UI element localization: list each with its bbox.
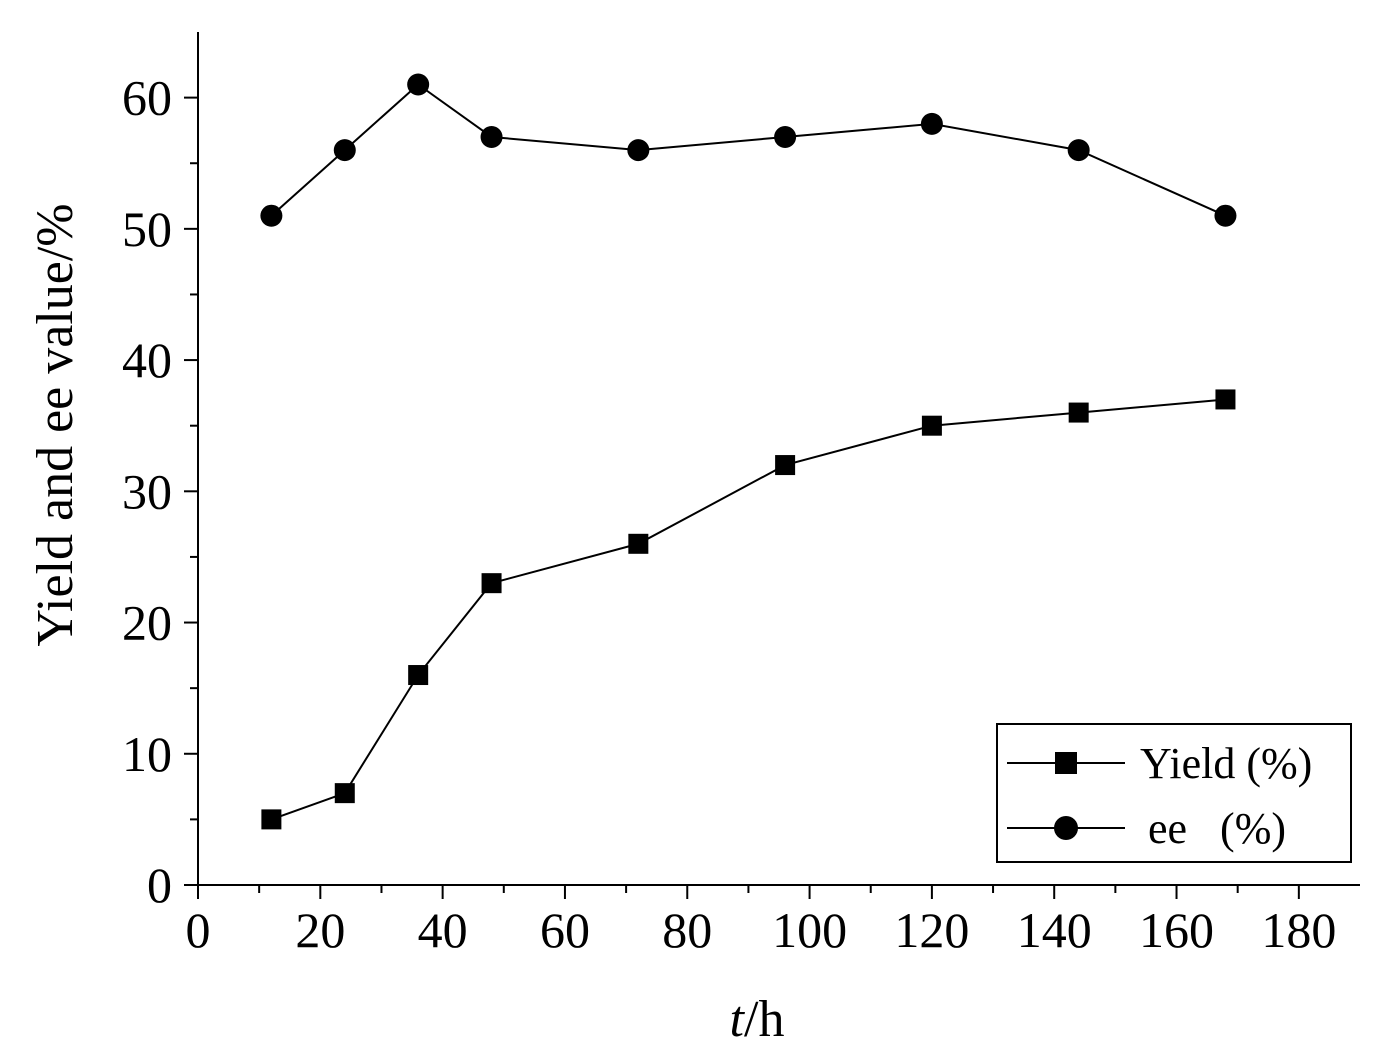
x-ticks: 0 20 40 60 80 100 120 140 160 180 bbox=[186, 885, 1336, 958]
data-point-yield bbox=[261, 809, 282, 830]
axes bbox=[197, 32, 1360, 886]
x-tick-label: 120 bbox=[894, 902, 969, 958]
data-point-ee bbox=[1214, 204, 1237, 227]
data-point-yield bbox=[775, 455, 796, 476]
y-tick-label: 10 bbox=[122, 726, 172, 782]
y-tick-label: 20 bbox=[122, 595, 172, 651]
x-axis-title: t/h bbox=[730, 991, 785, 1048]
y-tick-label: 40 bbox=[122, 332, 172, 388]
data-point-yield bbox=[628, 533, 649, 554]
x-tick-label: 180 bbox=[1261, 902, 1336, 958]
data-point-ee bbox=[480, 125, 503, 148]
y-tick-label: 0 bbox=[147, 857, 172, 913]
data-point-ee bbox=[1067, 139, 1090, 162]
data-point-ee bbox=[333, 139, 356, 162]
legend-label-yield: Yield (%) bbox=[1140, 739, 1312, 788]
data-point-yield bbox=[481, 573, 502, 594]
legend-marker-ee bbox=[1054, 816, 1078, 840]
x-tick-label: 40 bbox=[418, 902, 468, 958]
data-point-yield bbox=[921, 415, 942, 436]
data-point-ee bbox=[627, 139, 650, 162]
y-tick-label: 50 bbox=[122, 201, 172, 257]
data-point-ee bbox=[774, 125, 797, 148]
x-tick-label: 60 bbox=[540, 902, 590, 958]
data-point-ee bbox=[260, 204, 283, 227]
y-axis-title: Yield and ee value/% bbox=[27, 203, 84, 646]
legend-box bbox=[996, 723, 1352, 863]
y-tick-label: 30 bbox=[122, 463, 172, 519]
x-tick-label: 140 bbox=[1017, 902, 1092, 958]
plot-area bbox=[260, 73, 1237, 830]
legend-label-ee: ee (%) bbox=[1148, 804, 1286, 853]
x-tick-label: 20 bbox=[295, 902, 345, 958]
data-point-yield bbox=[408, 665, 429, 686]
legend: Yield (%) ee (%) bbox=[996, 723, 1352, 863]
data-point-yield bbox=[1215, 389, 1236, 410]
data-point-ee bbox=[407, 73, 430, 96]
data-point-ee bbox=[920, 112, 943, 135]
x-tick-label: 80 bbox=[662, 902, 712, 958]
legend-marker-yield bbox=[1055, 752, 1077, 774]
y-tick-label: 60 bbox=[122, 70, 172, 126]
x-tick-label: 0 bbox=[186, 902, 211, 958]
x-tick-label: 160 bbox=[1139, 902, 1214, 958]
y-ticks: 0 10 20 30 40 50 60 bbox=[122, 70, 198, 913]
x-tick-label: 100 bbox=[772, 902, 847, 958]
data-point-yield bbox=[1068, 402, 1089, 423]
data-point-yield bbox=[334, 783, 355, 804]
